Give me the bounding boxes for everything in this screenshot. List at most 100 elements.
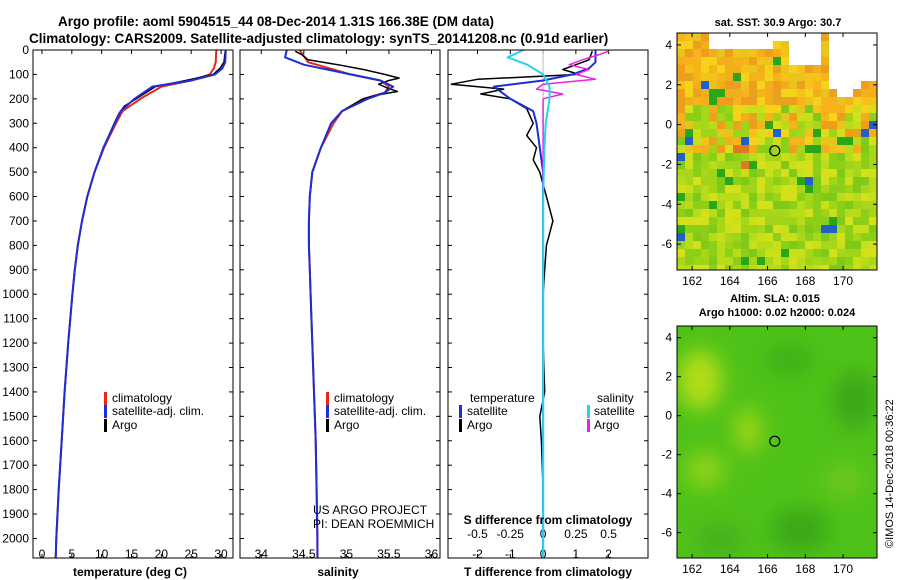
sst-cell	[781, 201, 789, 209]
sst-cell	[773, 265, 781, 270]
sst-cell	[709, 73, 717, 81]
sst-cell	[685, 249, 693, 257]
sst-cell	[725, 241, 733, 249]
sst-cell	[685, 161, 693, 169]
sst-cell	[749, 217, 757, 225]
sst-cell	[693, 209, 701, 217]
sst-cell	[757, 97, 765, 105]
sst-cell	[821, 177, 829, 185]
sst-cell	[861, 137, 869, 145]
t-diff-x-tick-label: -2	[472, 547, 483, 561]
sst-cell	[733, 177, 741, 185]
sst-cell	[757, 265, 765, 270]
sst-cell	[845, 233, 853, 241]
sst-cell	[733, 113, 741, 121]
sst-cell	[733, 137, 741, 145]
sst-cell	[765, 73, 773, 81]
sst-cell	[757, 49, 765, 57]
sst-cell	[781, 217, 789, 225]
sst-cell	[837, 97, 845, 105]
sst-cell	[861, 233, 869, 241]
sst-cell	[845, 201, 853, 209]
sst-cell	[821, 249, 829, 257]
sst-cell	[757, 249, 765, 257]
sst-cell	[781, 113, 789, 121]
sst-cell	[741, 241, 749, 249]
legend-satellite: satellite-adj. clim.	[112, 404, 204, 418]
sst-cell	[693, 73, 701, 81]
sst-cell	[821, 89, 829, 97]
sst-cell	[725, 225, 733, 233]
sst-cell	[677, 129, 685, 137]
sst-heatmap	[677, 33, 877, 270]
sst-cell	[765, 233, 773, 241]
sst-cell	[717, 105, 725, 113]
temperature-x-tick-label: 15	[125, 547, 139, 561]
sst-cell	[853, 89, 861, 97]
sst-map-frame	[676, 32, 878, 271]
sst-cell	[837, 201, 845, 209]
depth-tick-label: 1400	[2, 385, 29, 399]
legend-swatch-t-argo	[459, 419, 462, 432]
sst-cell	[701, 265, 709, 270]
sst-cell	[757, 257, 765, 265]
series-line-s-satellite	[506, 49, 551, 558]
sst-cell	[677, 193, 685, 201]
sst-cell	[749, 89, 757, 97]
sst-cell	[741, 265, 749, 270]
sst-cell	[765, 57, 773, 65]
sst-cell	[789, 153, 797, 161]
sst-cell	[813, 129, 821, 137]
sst-cell	[797, 201, 805, 209]
sst-cell	[765, 177, 773, 185]
sst-cell	[813, 153, 821, 161]
sst-map-lat-tick-label: 4	[665, 38, 672, 52]
sst-cell	[741, 169, 749, 177]
sst-cell	[749, 121, 757, 129]
sst-cell	[701, 217, 709, 225]
sst-cell	[837, 145, 845, 153]
sst-cell	[733, 217, 741, 225]
sst-cell	[693, 161, 701, 169]
sst-map-lat-tick-label: -2	[661, 157, 672, 171]
sst-cell	[789, 177, 797, 185]
sst-cell	[837, 169, 845, 177]
sst-cell	[733, 193, 741, 201]
sst-cell	[789, 89, 797, 97]
legend-argo: Argo	[112, 418, 138, 432]
sst-cell	[741, 153, 749, 161]
sst-cell	[861, 209, 869, 217]
sst-cell	[861, 105, 869, 113]
sst-cell	[781, 225, 789, 233]
sst-cell	[685, 153, 693, 161]
sst-cell	[773, 97, 781, 105]
sst-cell	[765, 129, 773, 137]
sst-cell	[725, 153, 733, 161]
sst-cell	[757, 201, 765, 209]
sla-map-lon-tick-label: 164	[720, 562, 740, 576]
sst-cell	[685, 241, 693, 249]
sst-cell	[685, 121, 693, 129]
salinity-x-tick-label: 34	[255, 547, 269, 561]
sst-cell	[845, 113, 853, 121]
sst-cell	[837, 105, 845, 113]
sst-cell	[725, 81, 733, 89]
sst-cell	[813, 97, 821, 105]
sst-cell	[869, 137, 877, 145]
temperature-x-tick-label: 10	[95, 547, 109, 561]
sst-cell	[685, 209, 693, 217]
sst-cell	[717, 89, 725, 97]
temperature-x-ticks: 0 5 10 15 20 25 30	[39, 50, 228, 561]
sst-cell	[733, 169, 741, 177]
sst-cell	[725, 193, 733, 201]
sst-cell	[797, 81, 805, 89]
sst-cell	[693, 89, 701, 97]
sst-cell	[757, 185, 765, 193]
sst-cell	[757, 137, 765, 145]
sst-cell	[677, 161, 685, 169]
sst-cell	[853, 177, 861, 185]
credit-pi: PI: DEAN ROEMMICH	[313, 517, 434, 531]
sst-map-lon-tick-label: 168	[795, 274, 815, 288]
sst-cell	[765, 217, 773, 225]
sst-cell	[733, 145, 741, 153]
